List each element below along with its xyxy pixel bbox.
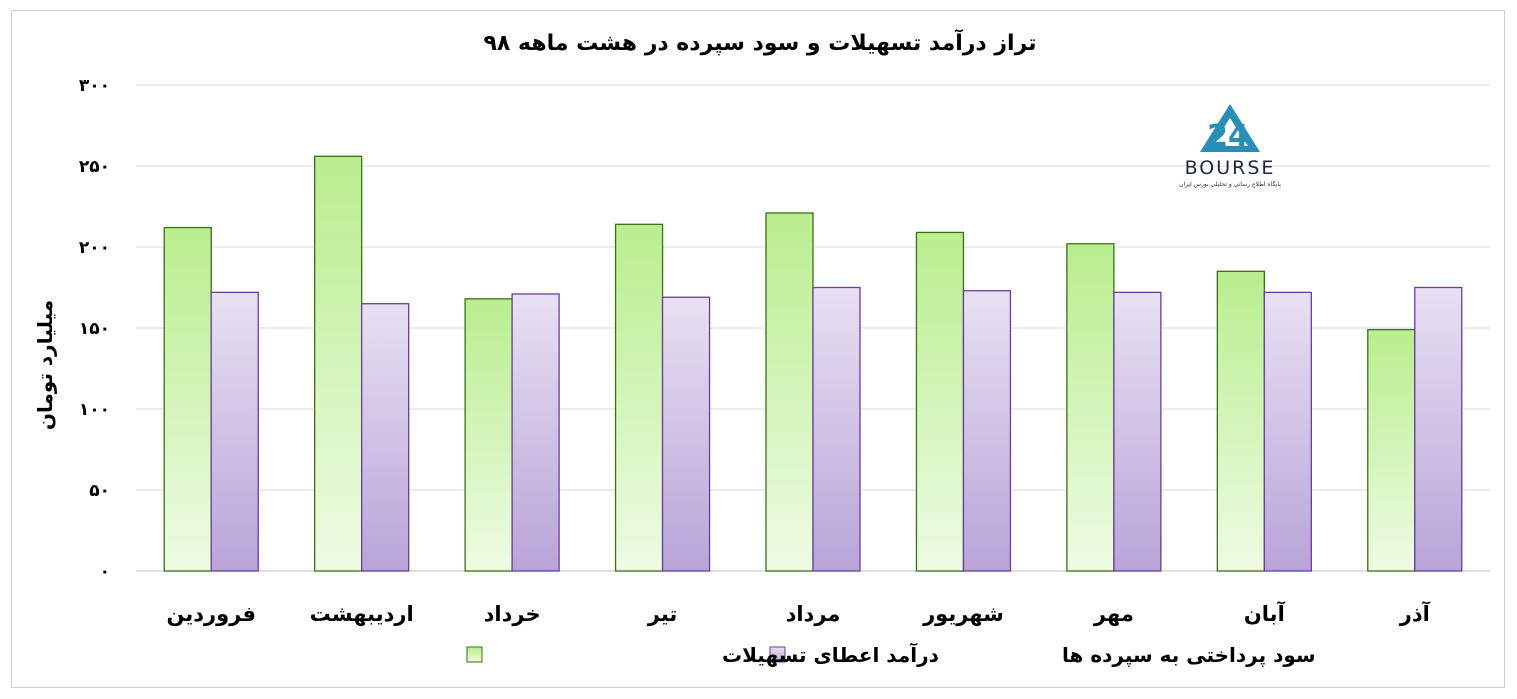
bar-loan-income (314, 155, 363, 572)
bar-deposit-interest (962, 290, 1012, 572)
x-tick-label: مرداد (786, 602, 841, 626)
y-tick-label: ۱۵۰ (79, 319, 110, 339)
bourse24-logo: 24 BOURSE پایگاه اطلاع رسانی و تحلیلی بو… (1179, 104, 1281, 188)
x-tick-label: اردیبهشت (310, 602, 414, 626)
legend-label-series-1: درآمد اعطای تسهیلات (722, 642, 939, 667)
x-tick-labels: فروردین اردیبهشت خرداد تیر مرداد شهریور مهر آبا… (166, 601, 1430, 626)
bar-loan-income (1216, 270, 1265, 572)
y-tick-label: ۲۰۰ (79, 238, 110, 258)
bar-loan-income (1367, 328, 1416, 572)
x-tick-label: خرداد (484, 602, 541, 626)
legend: سود پرداختی به سپرده ها درآمد اعطای تسهی… (466, 642, 1316, 668)
legend-swatch-series-1 (466, 646, 483, 663)
svg-text:24: 24 (1207, 119, 1249, 154)
legend-label-series-2: سود پرداختی به سپرده ها (1062, 643, 1316, 668)
bar-loan-income (765, 212, 814, 572)
y-tick-label: ۰ (100, 562, 110, 582)
y-tick-labels: ۰ ۵۰ ۱۰۰ ۱۵۰ ۲۰۰ ۲۵۰ ۳۰۰ (79, 76, 110, 582)
bar-deposit-interest (1414, 286, 1463, 572)
y-axis-label: میلیارد تومان (33, 300, 57, 430)
chart-title: تراز درآمد تسهیلات و سود سپرده در هشت ما… (483, 28, 1036, 56)
x-tick-label: آبان (1244, 601, 1286, 626)
bars (163, 155, 1463, 572)
bar-loan-income (464, 298, 513, 572)
logo-tagline: پایگاه اطلاع رسانی و تحلیلی بورس ایران (1179, 180, 1281, 188)
x-tick-label: آذر (1399, 601, 1431, 626)
bar-deposit-interest (1113, 291, 1162, 572)
x-tick-label: شهریور (922, 602, 1004, 626)
bar-deposit-interest (361, 303, 410, 572)
bar-loan-income (915, 231, 965, 572)
bar-deposit-interest (210, 291, 259, 572)
bar-loan-income (1066, 243, 1115, 572)
bar-loan-income (163, 226, 212, 572)
bar-loan-income (614, 223, 664, 572)
y-tick-label: ۵۰ (89, 481, 110, 501)
legend-swatch-series-2 (769, 646, 786, 663)
bar-deposit-interest (511, 293, 560, 572)
y-tick-label: ۳۰۰ (79, 76, 110, 96)
logo-brand-text: BOURSE (1185, 157, 1276, 179)
bar-deposit-interest (661, 296, 711, 572)
bar-deposit-interest (1263, 291, 1312, 572)
bar-deposit-interest (812, 286, 861, 572)
y-tick-label: ۲۵۰ (79, 157, 110, 177)
x-tick-label: مهر (1093, 602, 1134, 626)
y-tick-label: ۱۰۰ (79, 400, 110, 420)
x-tick-label: تیر (647, 602, 678, 626)
x-tick-label: فروردین (166, 602, 256, 626)
